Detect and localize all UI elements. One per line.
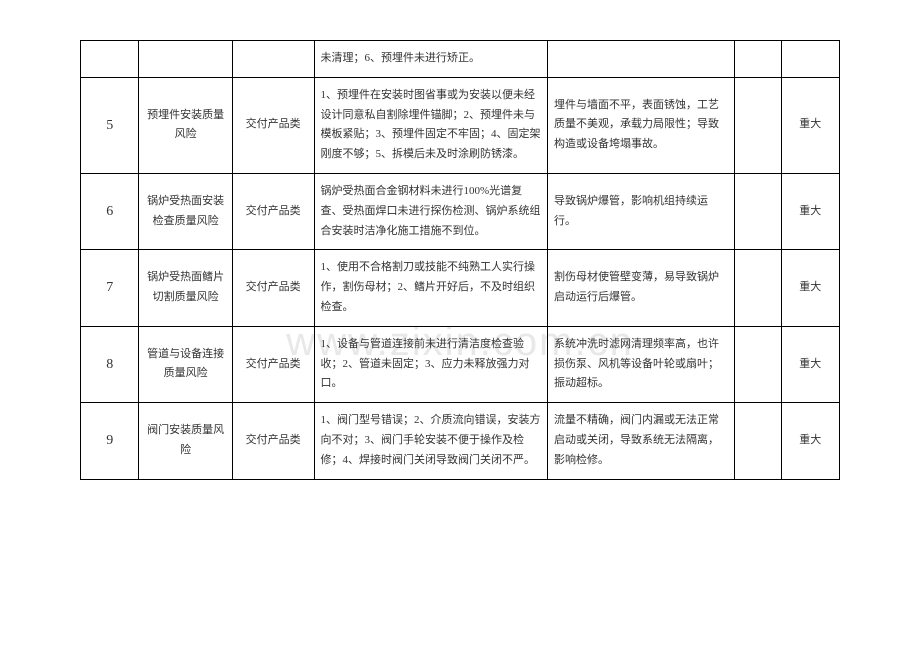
table-row: 7锅炉受热面鳍片切割质量风险交付产品类1、使用不合格割刀或技能不纯熟工人实行操作… [81, 250, 840, 326]
cell-num: 7 [81, 250, 139, 326]
cell-impact: 系统冲洗时滤网清理频率高，也许损伤泵、风机等设备叶轮或扇叶；振动超标。 [548, 326, 735, 402]
cell-impact [548, 41, 735, 78]
cell-empty [734, 403, 781, 479]
cell-level: 重大 [781, 250, 839, 326]
cell-empty [734, 326, 781, 402]
cell-num: 8 [81, 326, 139, 402]
cell-description: 1、使用不合格割刀或技能不纯熟工人实行操作，割伤母材；2、鳍片开好后，不及时组织… [314, 250, 548, 326]
cell-level: 重大 [781, 173, 839, 249]
table-row: 未清理；6、预埋件未进行矫正。 [81, 41, 840, 78]
cell-type: 交付产品类 [232, 403, 314, 479]
cell-name: 锅炉受热面安装检查质量风险 [139, 173, 232, 249]
cell-type [232, 41, 314, 78]
table-row: 8管道与设备连接质量风险交付产品类1、设备与管道连接前未进行清洁度检查验收；2、… [81, 326, 840, 402]
cell-impact: 埋件与墙面不平，表面锈蚀，工艺质量不美观，承载力局限性；导致构造或设备垮塌事故。 [548, 77, 735, 173]
table-row: 5预埋件安装质量风险交付产品类1、预埋件在安装时图省事或为安装以便未经设计同意私… [81, 77, 840, 173]
cell-empty [734, 250, 781, 326]
cell-level: 重大 [781, 77, 839, 173]
cell-description: 1、设备与管道连接前未进行清洁度检查验收；2、管道未固定；3、应力未释放强力对口… [314, 326, 548, 402]
cell-num: 9 [81, 403, 139, 479]
cell-name: 预埋件安装质量风险 [139, 77, 232, 173]
cell-description: 1、阀门型号错误；2、介质流向错误，安装方向不对；3、阀门手轮安装不便于操作及检… [314, 403, 548, 479]
cell-num [81, 41, 139, 78]
cell-name: 锅炉受热面鳍片切割质量风险 [139, 250, 232, 326]
cell-level [781, 41, 839, 78]
cell-name [139, 41, 232, 78]
cell-impact: 流量不精确，阀门内漏或无法正常启动或关闭，导致系统无法隔离，影响检修。 [548, 403, 735, 479]
cell-level: 重大 [781, 326, 839, 402]
cell-type: 交付产品类 [232, 250, 314, 326]
cell-num: 5 [81, 77, 139, 173]
cell-type: 交付产品类 [232, 326, 314, 402]
table-row: 6锅炉受热面安装检查质量风险交付产品类锅炉受热面合金钢材料未进行100%光谱复查… [81, 173, 840, 249]
table-row: 9阀门安装质量风险交付产品类1、阀门型号错误；2、介质流向错误，安装方向不对；3… [81, 403, 840, 479]
cell-num: 6 [81, 173, 139, 249]
cell-description: 1、预埋件在安装时图省事或为安装以便未经设计同意私自割除埋件锚脚；2、预埋件未与… [314, 77, 548, 173]
cell-name: 阀门安装质量风险 [139, 403, 232, 479]
cell-level: 重大 [781, 403, 839, 479]
cell-description: 未清理；6、预埋件未进行矫正。 [314, 41, 548, 78]
risk-table: 未清理；6、预埋件未进行矫正。5预埋件安装质量风险交付产品类1、预埋件在安装时图… [80, 40, 840, 480]
cell-impact: 割伤母材使管壁变薄，易导致锅炉启动运行后爆管。 [548, 250, 735, 326]
cell-empty [734, 41, 781, 78]
cell-name: 管道与设备连接质量风险 [139, 326, 232, 402]
cell-empty [734, 173, 781, 249]
cell-impact: 导致锅炉爆管，影响机组持续运行。 [548, 173, 735, 249]
cell-description: 锅炉受热面合金钢材料未进行100%光谱复查、受热面焊口未进行探伤检测、锅炉系统组… [314, 173, 548, 249]
cell-empty [734, 77, 781, 173]
cell-type: 交付产品类 [232, 77, 314, 173]
cell-type: 交付产品类 [232, 173, 314, 249]
